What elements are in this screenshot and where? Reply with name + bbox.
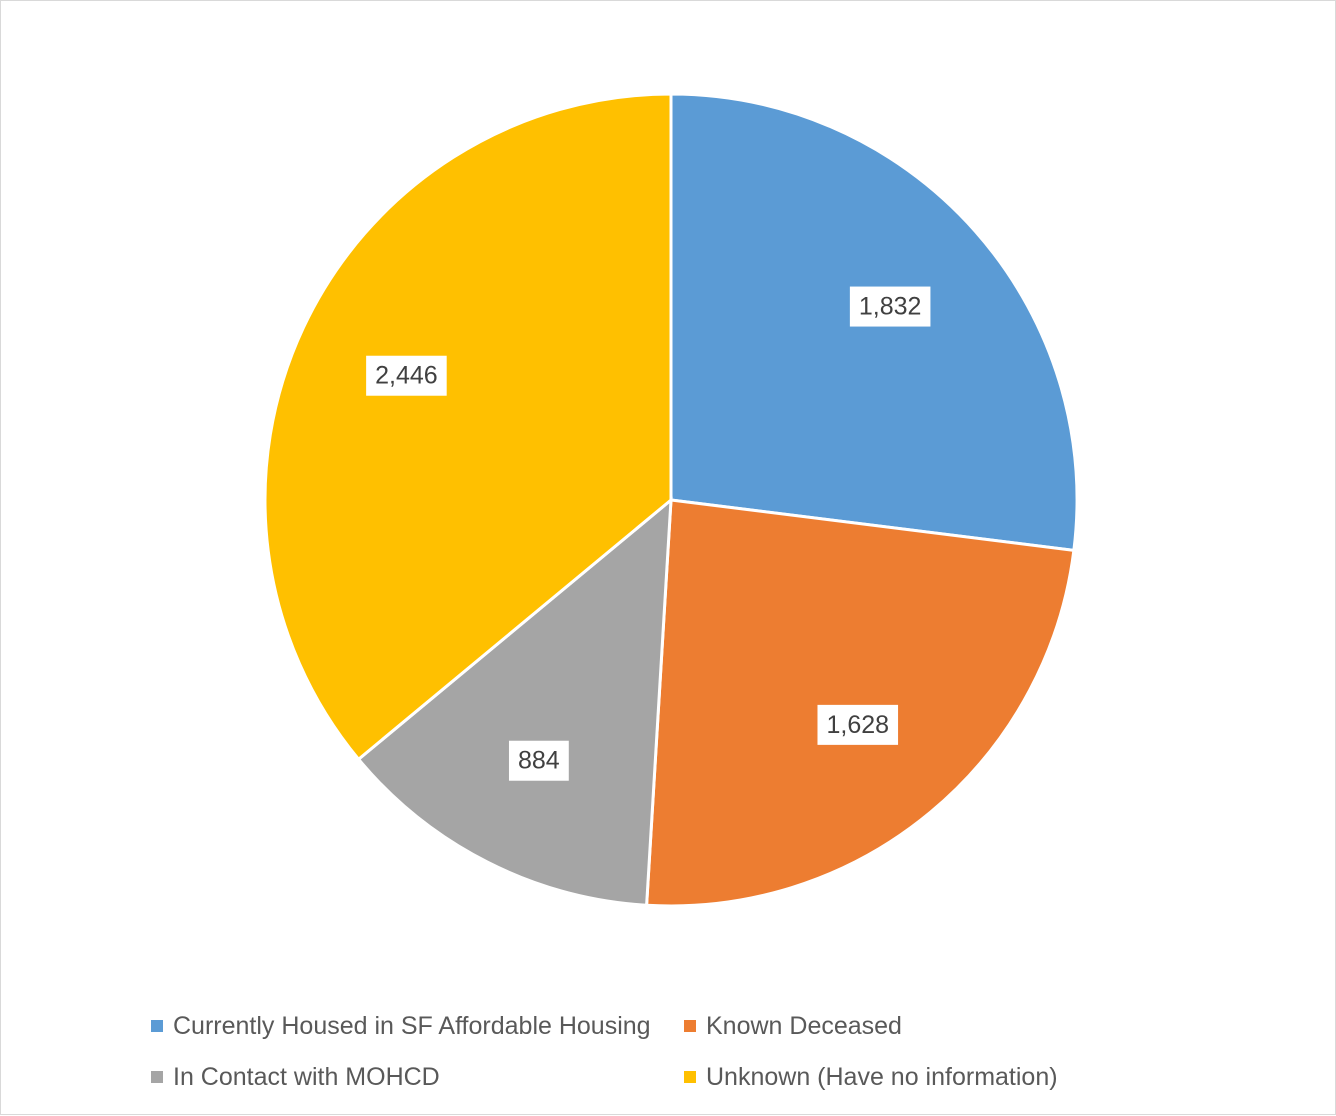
data-label-text-2: 884 (518, 747, 560, 775)
data-label-3: 2,446 (366, 355, 447, 396)
data-label-1: 1,628 (817, 704, 899, 745)
legend-label-unknown: Unknown (Have no information) (706, 1062, 1058, 1091)
pie-slice-2 (356, 496, 673, 907)
legend-item-known-deceased: Known Deceased (684, 1011, 902, 1041)
legend-swatch-unknown (684, 1071, 696, 1083)
data-label-0: 1,832 (849, 286, 931, 327)
legend-item-currently-housed: Currently Housed in SF Affordable Housin… (151, 1011, 651, 1041)
data-label-box-0 (849, 286, 931, 327)
legend-swatch-currently-housed (151, 1020, 163, 1032)
legend-item-unknown: Unknown (Have no information) (684, 1062, 1058, 1092)
data-label-2: 884 (508, 740, 569, 781)
data-label-text-1: 1,628 (826, 711, 889, 739)
pie-slice-1 (645, 498, 1076, 908)
legend-label-currently-housed: Currently Housed in SF Affordable Housin… (173, 1011, 651, 1040)
data-label-text-0: 1,832 (859, 293, 922, 321)
data-label-box-2 (508, 740, 569, 781)
data-label-box-1 (817, 704, 899, 745)
pie-slice-3 (263, 92, 673, 762)
data-label-text-3: 2,446 (375, 362, 438, 390)
data-label-box-3 (366, 355, 447, 396)
legend-label-in-contact: In Contact with MOHCD (173, 1062, 440, 1091)
legend-item-in-contact: In Contact with MOHCD (151, 1062, 440, 1092)
legend-swatch-known-deceased (684, 1020, 696, 1032)
legend-label-known-deceased: Known Deceased (706, 1011, 902, 1040)
legend-swatch-in-contact (151, 1071, 163, 1083)
